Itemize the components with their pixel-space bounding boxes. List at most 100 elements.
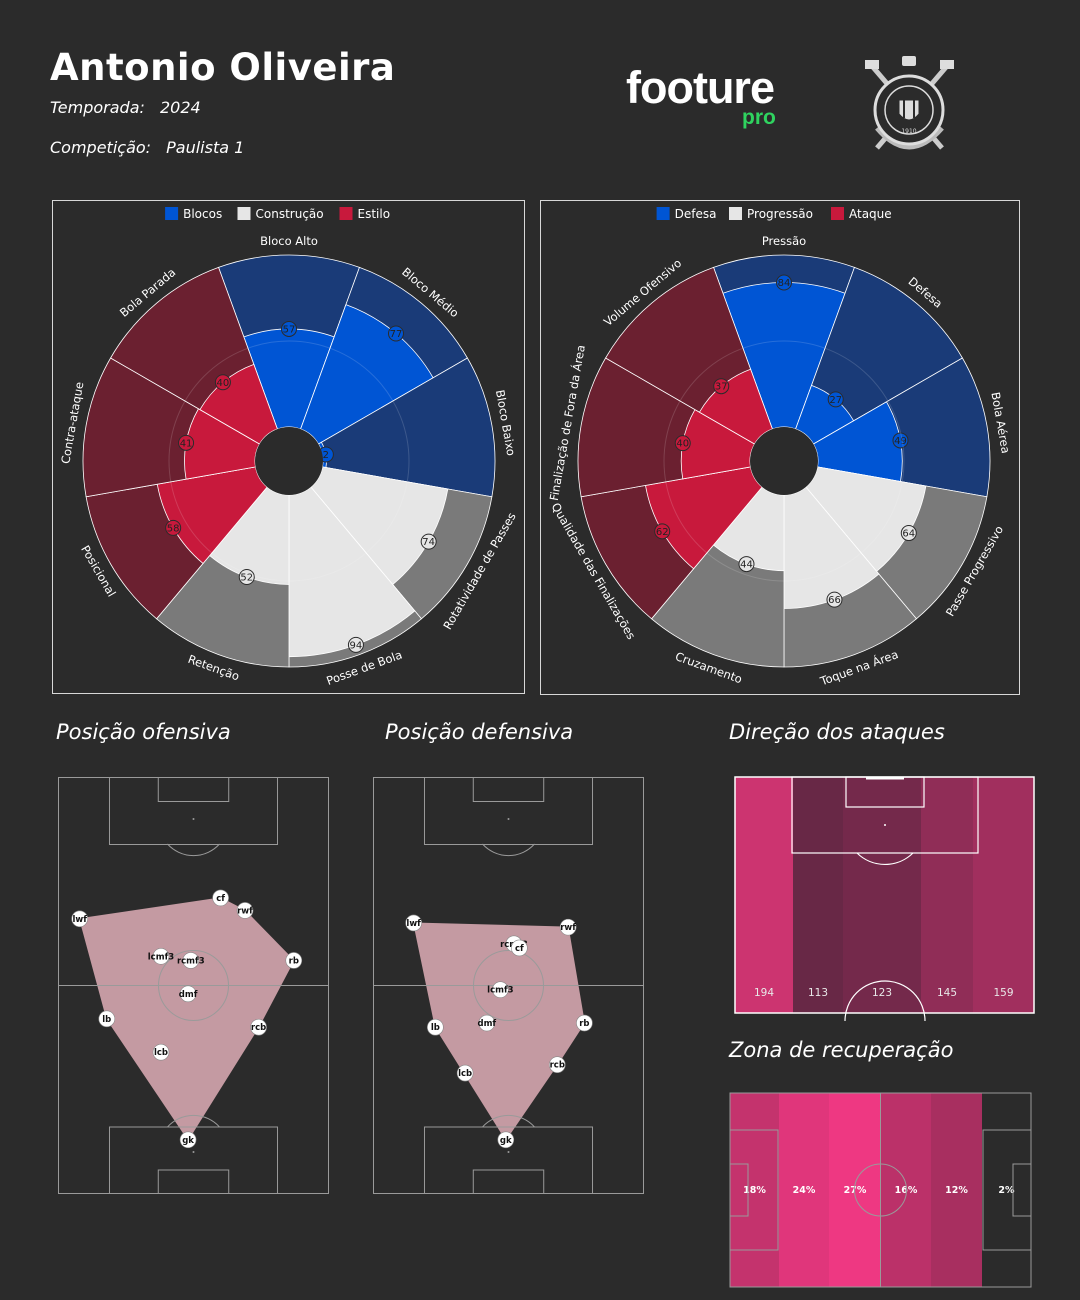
- player-label-rwf: rwf: [237, 906, 253, 916]
- player-marker-rcb: [250, 1018, 267, 1036]
- radar-panel-left: [52, 200, 525, 694]
- goal-area-top: [157, 777, 230, 802]
- value-label-passe-progressivo: 64: [902, 529, 915, 540]
- value-label-defesa: 27: [829, 395, 842, 406]
- club-crest-icon: 1910: [865, 56, 954, 150]
- value-badge-defesa: [827, 391, 844, 408]
- legend-swatch-construcao: [237, 207, 251, 220]
- season-line: Temporada: 2024: [50, 98, 211, 117]
- legend-swatch-blocos: [165, 207, 179, 220]
- player-marker-cf: [511, 939, 528, 957]
- axis-label-bloco-alto: Bloco Alto: [260, 234, 318, 248]
- goal-area-right: [1012, 1163, 1032, 1217]
- player-marker-dmf: [179, 985, 197, 1003]
- penalty-arc-top: [167, 843, 220, 857]
- value-label-retencao: 52: [240, 572, 253, 583]
- penalty-arc-top: [482, 843, 535, 857]
- center-hole: [750, 427, 818, 495]
- axis-label-bloco-baixo: Bloco Baixo: [493, 389, 518, 457]
- player-label-cf: cf: [216, 894, 225, 904]
- direction-value-5: 159: [993, 987, 1013, 999]
- player-label-rcb: rcb: [251, 1023, 266, 1033]
- player-label-gk: gk: [500, 1136, 512, 1146]
- value-badge-qualidade-das-finalizacoes: [654, 523, 671, 540]
- penalty-arc: [856, 852, 914, 866]
- value-label-posicional: 58: [167, 523, 180, 534]
- player-marker-lcmf3: [152, 948, 170, 965]
- value-badge-bloco-alto: [281, 320, 297, 337]
- goal-area-left: [729, 1163, 749, 1217]
- direction-value-3: 123: [872, 987, 892, 999]
- player-marker-rcb: [548, 1056, 566, 1074]
- center-circle-arc: [844, 980, 926, 1022]
- penalty-spot: [884, 824, 886, 826]
- center-circle: [158, 950, 229, 1021]
- value-label-bola-aerea: 49: [894, 436, 907, 447]
- value-label-posse-de-bola: 94: [350, 640, 363, 651]
- value-label-bloco-baixo: 2: [323, 450, 329, 461]
- season-label: Temporada:: [50, 98, 145, 117]
- recovery-value-6: 2%: [998, 1185, 1015, 1196]
- value-label-bloco-medio: 77: [390, 329, 403, 340]
- recovery-value-5: 12%: [945, 1185, 968, 1196]
- competition-label: Competição:: [50, 138, 152, 157]
- center-circle: [473, 950, 544, 1021]
- value-label-contra-ataque: 41: [180, 438, 193, 449]
- coach-name: Antonio Oliveira: [50, 46, 396, 89]
- defensive-position-pitch: lwfrwfrcmf3cflcmf3rbdmflbrcblcbgk: [373, 777, 644, 1194]
- value-badge-bloco-medio: [387, 325, 404, 342]
- legend-swatch-defesa: [656, 207, 670, 220]
- value-badge-contra-ataque: [178, 434, 195, 451]
- player-marker-lwf: [71, 910, 88, 928]
- direction-value-2: 113: [808, 987, 828, 999]
- value-badge-posicional: [165, 519, 182, 536]
- player-label-rcmf3: rcmf3: [177, 956, 205, 966]
- penalty-box-top: [423, 777, 594, 845]
- legend-label-construcao: Construção: [256, 207, 324, 221]
- recovery-value-1: 18%: [743, 1185, 766, 1196]
- penalty-arc-bottom: [167, 1114, 220, 1128]
- player-marker-dmf: [478, 1014, 496, 1032]
- direction-zone-5: [973, 777, 1034, 1013]
- value-badge-volume-ofensivo: [713, 378, 730, 395]
- player-marker-cf: [212, 889, 229, 907]
- player-label-rb: rb: [579, 1019, 589, 1029]
- grid-circle: [168, 340, 410, 582]
- grid-circle: [663, 340, 905, 582]
- player-marker-rb: [285, 952, 303, 969]
- value-label-cruzamento: 44: [740, 560, 753, 571]
- radar-panel-right: [540, 200, 1020, 695]
- direction-zone-3: [843, 777, 921, 1013]
- attack-direction-title: Direção dos ataques: [729, 720, 945, 744]
- value-label-qualidade-das-finalizacoes: 62: [656, 527, 669, 538]
- recovery-zone-2: [779, 1093, 829, 1287]
- player-label-lwf: lwf: [72, 915, 87, 925]
- player-marker-lwf: [405, 914, 422, 932]
- player-label-lcmf3: lcmf3: [148, 952, 175, 962]
- player-marker-lcmf3: [492, 981, 509, 998]
- direction-zone-4: [921, 777, 973, 1013]
- legend-label-defesa: Defesa: [675, 207, 717, 221]
- recovery-value-3: 27%: [844, 1185, 867, 1196]
- player-label-lb: lb: [102, 1015, 111, 1025]
- legend-swatch-progressao: [729, 207, 742, 220]
- player-label-lcb: lcb: [458, 1069, 472, 1079]
- penalty-spot-bottom: [192, 1151, 195, 1153]
- direction-value-1: 194: [754, 987, 774, 999]
- legend-label-progressao: Progressão: [747, 207, 813, 221]
- value-badge-pressao: [776, 274, 792, 291]
- recovery-value-2: 24%: [793, 1185, 816, 1196]
- recovery-zone-6: [982, 1093, 1031, 1287]
- value-label-toque-na-area: 66: [828, 595, 841, 606]
- player-label-rwf: rwf: [560, 923, 576, 933]
- player-marker-rcmf3: [182, 952, 200, 969]
- value-badge-bola-aerea: [892, 432, 909, 449]
- penalty-spot-bottom: [507, 1151, 510, 1153]
- season-value: 2024: [160, 98, 201, 117]
- defensive-position-title: Posição defensiva: [385, 720, 574, 744]
- value-label-pressao: 84: [778, 278, 791, 289]
- player-marker-rwf: [236, 902, 254, 919]
- chart-legend: Defesa Progressão Ataque: [656, 207, 892, 221]
- legend-swatch-ataque: [831, 207, 844, 220]
- competition-line: Competição: Paulista 1: [50, 138, 254, 157]
